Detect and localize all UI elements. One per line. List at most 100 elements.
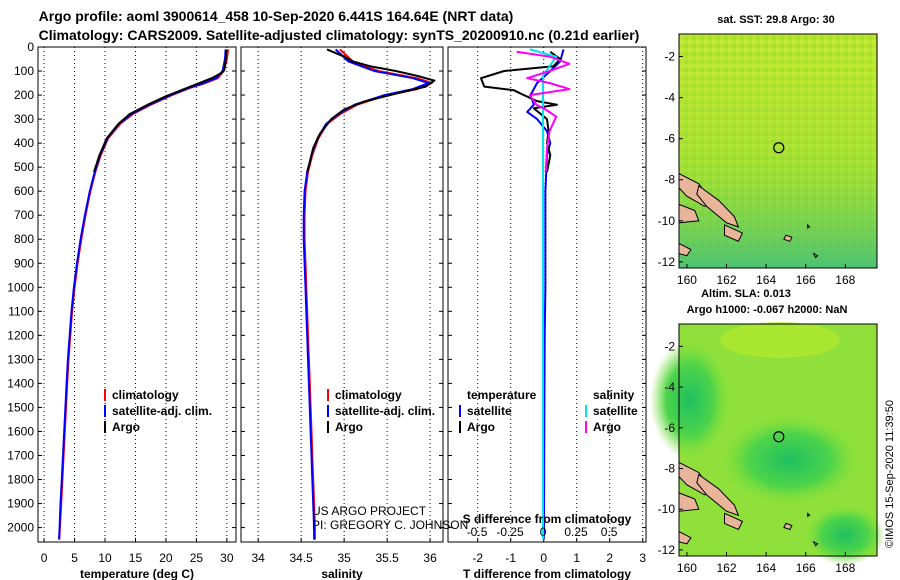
x-tick-label: 35 bbox=[337, 551, 351, 565]
sst-map-frame bbox=[678, 33, 878, 269]
y-tick-label: 1100 bbox=[8, 304, 34, 318]
sst-map-ticks: 160 162 164 166 168 -2 -4 -6 -8 -10 -12 bbox=[658, 50, 856, 287]
x-tick-label: 3 bbox=[639, 551, 646, 565]
profile-panel-2: -2 -1 0 1 2 3 T difference from climatology -0.… bbox=[447, 46, 647, 580]
x-tick-label: -2 bbox=[472, 551, 483, 565]
x-tick-label: 30 bbox=[220, 551, 234, 565]
x-axis-label: salinity bbox=[321, 567, 363, 580]
legend-label-climatology: climatology bbox=[112, 388, 179, 402]
y-tick-label: 1600 bbox=[7, 424, 34, 438]
y-tick-label: 1000 bbox=[7, 280, 34, 294]
series-line-climatology bbox=[303, 48, 433, 540]
legend-title-salinity: salinity bbox=[593, 388, 635, 402]
map-x-tick-label: 160 bbox=[677, 561, 697, 575]
sla-blob bbox=[650, 340, 730, 460]
x-tick-label: 1 bbox=[573, 551, 580, 565]
sst-field-shade bbox=[679, 34, 877, 268]
series-line-satellite bbox=[526, 49, 565, 540]
difference-legend: temperature satellite Argo salinity sate… bbox=[459, 388, 638, 434]
map-x-tick-label: 168 bbox=[835, 273, 855, 287]
map-y-tick-label: -2 bbox=[664, 50, 675, 64]
map-y-tick-label: -6 bbox=[664, 421, 675, 435]
land-island bbox=[807, 512, 811, 518]
map-y-tick-label: -4 bbox=[664, 380, 675, 394]
land-island bbox=[812, 540, 819, 547]
sst-map-title: sat. SST: 29.8 Argo: 30 bbox=[717, 14, 835, 26]
s-diff-tick-label: -0.25 bbox=[496, 525, 524, 539]
series-line-argo bbox=[306, 48, 436, 173]
map-x-tick-label: 160 bbox=[677, 273, 697, 287]
x-tick-label: 0 bbox=[41, 551, 48, 565]
map-y-tick-label: -10 bbox=[658, 214, 676, 228]
map-x-tick-label: 162 bbox=[717, 561, 737, 575]
s-diff-tick-label: 0.5 bbox=[601, 525, 618, 539]
credits-project: US ARGO PROJECT bbox=[312, 504, 427, 518]
sst-map: sat. SST: 29.8 Argo: 30 160 162 164 166 168 -… bbox=[658, 14, 878, 287]
profile-panel-1: 34 34.5 35 35.5 36 salinity bbox=[240, 46, 444, 580]
sla-blob bbox=[805, 505, 885, 565]
map-y-tick-label: -12 bbox=[658, 255, 676, 269]
legend-title-temperature: temperature bbox=[467, 388, 537, 402]
map-x-tick-label: 162 bbox=[717, 273, 737, 287]
sla-land bbox=[678, 461, 819, 547]
y-tick-label: 1700 bbox=[7, 448, 34, 462]
y-tick-label: 600 bbox=[14, 184, 34, 198]
land-island bbox=[724, 224, 744, 242]
s-difference-axis-label: S difference from climatology bbox=[463, 512, 632, 526]
y-tick-label: 200 bbox=[14, 88, 34, 102]
y-tick-label: 1200 bbox=[7, 328, 34, 342]
land-island bbox=[696, 473, 740, 517]
x-axis-label: T difference from climatology bbox=[463, 567, 631, 580]
x-tick-label: 20 bbox=[159, 551, 173, 565]
map-y-tick-label: -6 bbox=[664, 132, 675, 146]
panel-frame bbox=[240, 46, 444, 543]
panel-frame bbox=[37, 46, 237, 543]
land-island bbox=[783, 522, 793, 531]
sla-map-ticks: 160 162 164 166 168 -2 -4 -6 -8 -10 -12 bbox=[658, 339, 856, 575]
s-diff-tick-label: 0 bbox=[540, 525, 547, 539]
series-line-satellite bbox=[529, 48, 558, 540]
x-tick-label: 2 bbox=[606, 551, 613, 565]
sst-profile-marker bbox=[773, 142, 785, 154]
map-x-tick-label: 164 bbox=[756, 561, 776, 575]
series-line-satelliteadjclim bbox=[58, 49, 227, 540]
series-line-satelliteadjclim bbox=[302, 48, 430, 540]
x-tick-label: -1 bbox=[505, 551, 516, 565]
series-line-climatology bbox=[58, 49, 230, 540]
timestamp-stamp: ©IMOS 15-Sep-2020 11:39:50 bbox=[884, 400, 896, 548]
profile-panels: 0 5 10 15 20 25 300100200300400500600700800900… bbox=[7, 40, 647, 580]
land-island bbox=[783, 234, 793, 242]
legend-label-argo: Argo bbox=[112, 420, 140, 434]
title-line-1: Argo profile: aoml 3900614_458 10-Sep-20… bbox=[39, 8, 514, 24]
y-tick-label: 1900 bbox=[7, 497, 34, 511]
sla-map-title-2: Argo h1000: -0.067 h2000: NaN bbox=[687, 304, 848, 316]
sla-map-title-1: Altim. SLA: 0.013 bbox=[701, 288, 791, 300]
profile-panel-0: 0 5 10 15 20 25 300100200300400500600700800900… bbox=[7, 40, 237, 580]
temperature-legend: climatology satellite-adj. clim. Argo bbox=[104, 388, 212, 434]
title-line-2: Climatology: CARS2009. Satellite-adjuste… bbox=[39, 27, 640, 43]
y-tick-label: 500 bbox=[14, 160, 34, 174]
y-tick-label: 100 bbox=[14, 64, 34, 78]
x-tick-label: 35.5 bbox=[375, 551, 399, 565]
land-island bbox=[696, 185, 740, 228]
y-tick-label: 700 bbox=[14, 208, 34, 222]
series-line-argo bbox=[516, 50, 571, 173]
legend-label-climatology: climatology bbox=[335, 388, 402, 402]
legend-label-satellite: satellite-adj. clim. bbox=[335, 404, 435, 418]
map-y-tick-label: -10 bbox=[658, 502, 676, 516]
x-axis-label: temperature (deg C) bbox=[80, 567, 194, 580]
legend-label-s-satellite: satellite bbox=[593, 404, 638, 418]
legend-label-s-argo: Argo bbox=[593, 420, 621, 434]
map-x-tick-label: 164 bbox=[756, 273, 776, 287]
legend-label-satellite: satellite-adj. clim. bbox=[112, 404, 212, 418]
y-tick-label: 400 bbox=[14, 136, 34, 150]
legend-label-t-argo: Argo bbox=[467, 420, 495, 434]
y-tick-label: 1800 bbox=[7, 473, 34, 487]
series-line-argo bbox=[93, 49, 228, 173]
map-y-tick-label: -12 bbox=[658, 543, 676, 557]
salinity-legend: climatology satellite-adj. clim. Argo bbox=[327, 388, 435, 434]
map-y-tick-label: -4 bbox=[664, 91, 675, 105]
y-tick-label: 1400 bbox=[7, 376, 34, 390]
map-x-tick-label: 166 bbox=[796, 273, 816, 287]
